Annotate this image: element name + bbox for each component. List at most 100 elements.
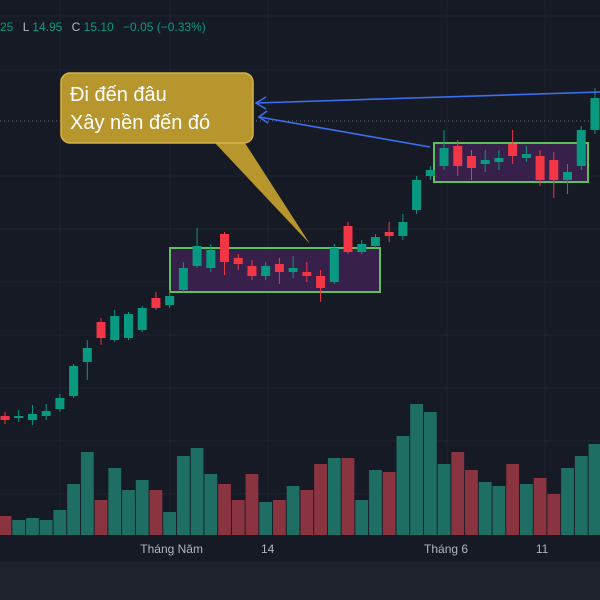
volume-bar xyxy=(80,452,94,535)
candle-body xyxy=(549,160,559,180)
candle-body xyxy=(370,237,380,246)
arrows xyxy=(254,91,600,148)
volume-bar xyxy=(245,474,259,535)
candle-body xyxy=(329,248,339,282)
volume-bar xyxy=(506,464,520,535)
candle-body xyxy=(82,348,92,362)
volume-bar xyxy=(231,500,245,535)
candle-layer xyxy=(0,88,600,425)
bottom-panel xyxy=(0,562,600,600)
volume-bar xyxy=(519,484,533,535)
volume-bar xyxy=(67,484,80,535)
header-label: C xyxy=(72,20,81,34)
volume-bar xyxy=(135,480,149,535)
candle-body xyxy=(343,226,353,252)
x-tick-label: Tháng Năm xyxy=(140,542,203,556)
header-value: 15.10 xyxy=(84,20,114,34)
volume-bar xyxy=(53,510,67,535)
volume-bar xyxy=(355,500,369,535)
x-labels: Tháng Năm 14 Tháng 6 11 xyxy=(140,542,548,556)
candle-body xyxy=(453,146,463,166)
candle-body xyxy=(96,322,106,338)
volume-bar xyxy=(190,448,204,535)
candle-body xyxy=(576,130,586,166)
volume-bar xyxy=(176,456,190,535)
candle-body xyxy=(535,156,545,180)
volume-bar xyxy=(327,458,341,535)
volume-bar xyxy=(588,444,600,535)
arrow-line xyxy=(258,116,431,148)
volume-bar xyxy=(122,490,135,535)
candle-body xyxy=(14,416,24,418)
x-tick-label: 14 xyxy=(261,542,275,556)
volume-bar xyxy=(218,484,231,535)
ohlc-header: 25 L 14.95 C 15.10 −0.05 (−0.33%) xyxy=(0,20,206,34)
candle-body xyxy=(439,148,449,166)
arrow-line xyxy=(255,91,600,104)
candle-body xyxy=(165,296,175,305)
candle-body xyxy=(494,158,504,162)
candle-body xyxy=(0,416,10,420)
candle-body xyxy=(123,314,133,338)
volume-bar xyxy=(561,468,574,535)
volume-bar xyxy=(314,464,327,535)
volume-bar xyxy=(341,458,355,535)
candle-body xyxy=(288,268,298,272)
candle-body xyxy=(521,154,531,158)
candle-body xyxy=(302,272,312,276)
candle-body xyxy=(220,234,230,262)
volume-bar xyxy=(396,436,410,535)
candle-body xyxy=(412,180,422,210)
candle-body xyxy=(178,268,188,290)
candle-body xyxy=(55,398,65,409)
candle-body xyxy=(206,250,216,268)
header-label: L xyxy=(23,20,30,34)
volume-bar xyxy=(12,520,26,535)
x-tick-label: Tháng 6 xyxy=(424,542,468,556)
arrow-head xyxy=(257,110,269,124)
candle-body xyxy=(480,160,490,164)
volume-bar xyxy=(382,472,396,535)
candle-body xyxy=(41,411,51,416)
header-value: 25 xyxy=(0,20,14,34)
time-axis xyxy=(0,535,600,562)
volume-bar xyxy=(478,482,492,535)
candle-body xyxy=(233,258,243,264)
candle-body xyxy=(137,308,147,330)
candle-body xyxy=(316,276,326,288)
candle-body xyxy=(247,266,257,276)
candle-body xyxy=(357,244,367,252)
candle-body xyxy=(261,266,271,276)
x-tick-label: 11 xyxy=(536,542,549,556)
callout-box xyxy=(60,72,254,144)
candle-body xyxy=(425,170,435,176)
volume-bar xyxy=(465,470,478,535)
volume-bar xyxy=(273,500,286,535)
candle-body xyxy=(508,144,518,156)
callout-pointer xyxy=(215,143,310,244)
candle-body xyxy=(563,172,573,180)
volume-bar xyxy=(286,486,300,535)
volume-bar xyxy=(163,512,177,535)
header-change: −0.05 (−0.33%) xyxy=(123,20,206,34)
volume-bar xyxy=(39,520,53,535)
volume-bar xyxy=(547,494,561,535)
volume-bar xyxy=(533,478,547,535)
volume-bar xyxy=(149,490,163,535)
volume-bar xyxy=(437,464,451,535)
volume-bar xyxy=(423,412,437,535)
candle-body xyxy=(590,98,600,130)
volume-bar xyxy=(574,456,588,535)
candle-body xyxy=(151,298,161,308)
candle-body xyxy=(192,246,202,266)
volume-bar xyxy=(492,486,506,535)
candle-body xyxy=(69,366,79,396)
candle-body xyxy=(398,222,408,236)
volume-layer xyxy=(0,404,600,535)
candle-body xyxy=(466,156,476,168)
candle-body xyxy=(110,316,120,340)
volume-bar xyxy=(369,470,382,535)
volume-bar xyxy=(108,468,122,535)
volume-bar xyxy=(410,404,423,535)
